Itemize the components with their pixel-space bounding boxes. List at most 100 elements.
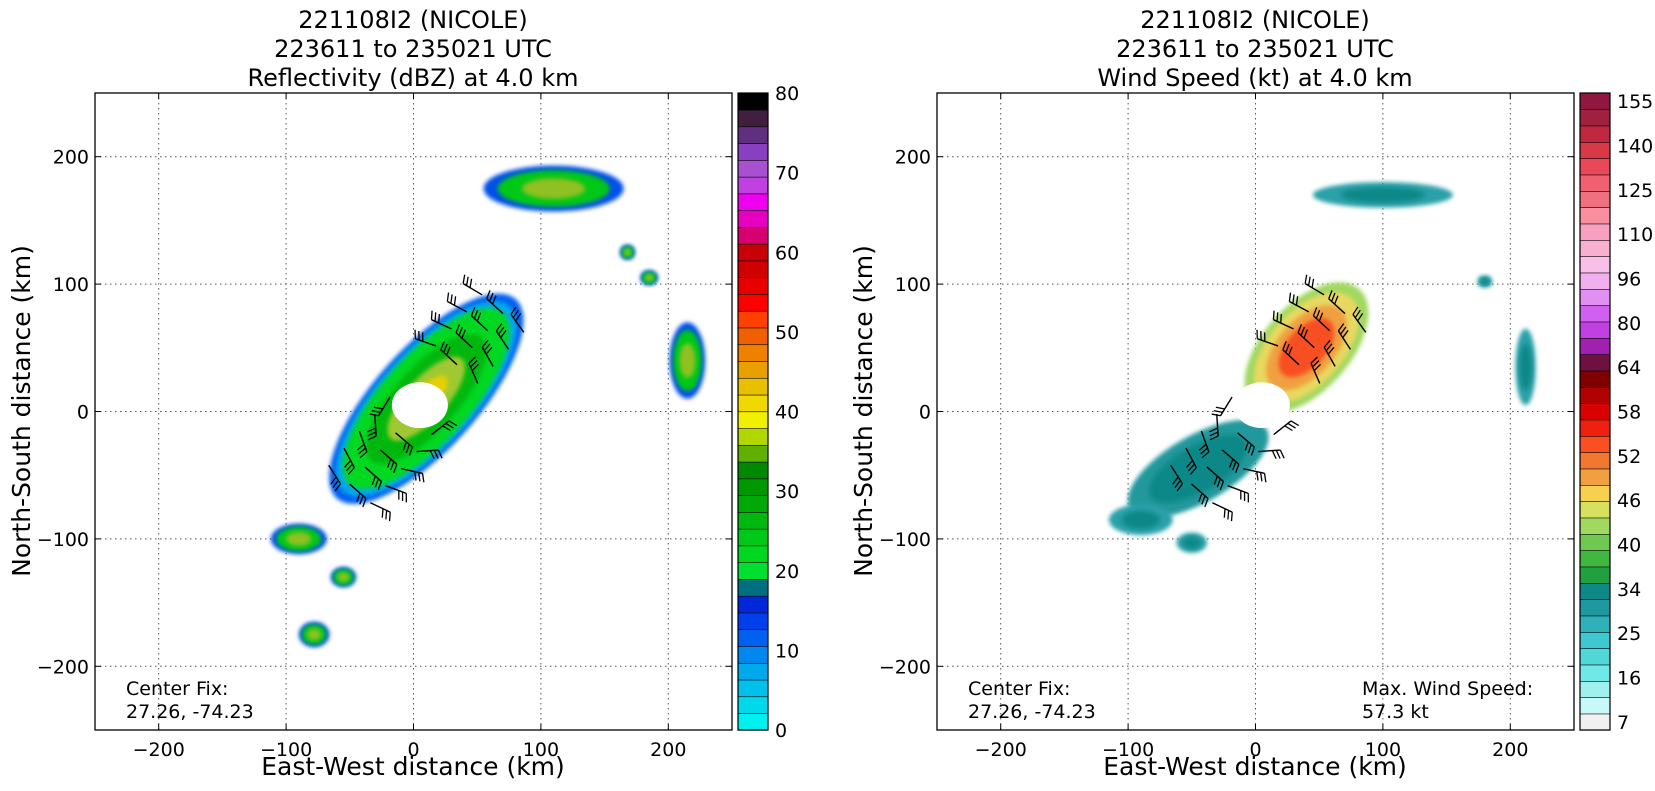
wind-colorbar-swatch — [1580, 322, 1610, 339]
reflectivity-colorbar-swatch — [738, 277, 768, 294]
wind-colorbar-swatch — [1580, 224, 1610, 241]
reflectivity-colorbar-swatch — [738, 361, 768, 378]
wind-colorbar-swatch — [1580, 191, 1610, 208]
reflectivity-colorbar-swatch — [738, 194, 768, 211]
reflectivity-x-tick-label: 200 — [650, 739, 686, 761]
wind-cell-layer — [1183, 537, 1201, 549]
reflectivity-y-tick-label: −100 — [37, 529, 89, 551]
wind-center-fix-value: 27.26, -74.23 — [968, 701, 1096, 723]
reflectivity-cell — [670, 322, 706, 398]
wind-y-axis-label: North-South distance (km) — [849, 245, 878, 577]
wind-colorbar-swatch — [1580, 305, 1610, 322]
reflectivity-cell — [299, 622, 330, 647]
reflectivity-colorbar-swatch — [738, 93, 768, 110]
reflectivity-colorbar-swatch — [738, 663, 768, 680]
wind-title-line-2: 223611 to 235021 UTC — [1116, 35, 1394, 63]
wind-y-tick-label: −100 — [879, 529, 931, 551]
reflectivity-colorbar-swatch — [738, 227, 768, 244]
wind-x-axis-label: East-West distance (km) — [1103, 752, 1407, 781]
reflectivity-cell — [484, 166, 624, 212]
wind-colorbar-swatch — [1580, 697, 1610, 714]
wind-colorbar-swatch — [1580, 550, 1610, 567]
wind-colorbar-tick-label: 16 — [1617, 668, 1641, 690]
reflectivity-colorbar-tick-label: 60 — [775, 242, 799, 264]
reflectivity-cell-layer — [286, 532, 311, 546]
reflectivity-center-fix-value: 27.26, -74.23 — [126, 701, 254, 723]
wind-cell — [1177, 533, 1208, 553]
wind-eye — [1234, 382, 1290, 428]
reflectivity-colorbar-swatch — [738, 629, 768, 646]
reflectivity-colorbar-tick-label: 20 — [775, 561, 799, 583]
reflectivity-colorbar-swatch — [738, 210, 768, 227]
reflectivity-cell-layer — [679, 343, 695, 377]
wind-x-tick-label: 200 — [1492, 739, 1528, 761]
reflectivity-colorbar-tick-label: 40 — [775, 402, 799, 424]
reflectivity-colorbar-swatch — [738, 412, 768, 429]
reflectivity-y-axis-label: North-South distance (km) — [7, 245, 36, 577]
reflectivity-colorbar-swatch — [738, 294, 768, 311]
reflectivity-colorbar-swatch — [738, 428, 768, 445]
wind-colorbar-tick-label: 58 — [1617, 402, 1641, 424]
reflectivity-colorbar-swatch — [738, 713, 768, 730]
wind-colorbar-tick-label: 34 — [1617, 579, 1641, 601]
reflectivity-cell-layer — [624, 249, 631, 256]
reflectivity-colorbar-swatch — [738, 127, 768, 144]
reflectivity-colorbar-swatch — [738, 495, 768, 512]
wind-colorbar-swatch — [1580, 256, 1610, 273]
wind-cell — [1515, 329, 1535, 405]
wind-colorbar-swatch — [1580, 665, 1610, 682]
wind-colorbar-tick-label: 140 — [1617, 136, 1653, 158]
wind-colorbar-swatch — [1580, 648, 1610, 665]
reflectivity-cell-layer — [307, 629, 321, 640]
wind-colorbar-tick-label: 7 — [1617, 712, 1629, 734]
wind-colorbar-swatch — [1580, 354, 1610, 371]
wind-y-tick-label: −200 — [879, 656, 931, 678]
wind-center-fix-label: Center Fix: — [968, 678, 1070, 700]
wind-cell — [1477, 275, 1492, 288]
reflectivity-colorbar-tick-label: 50 — [775, 322, 799, 344]
reflectivity-colorbar-swatch — [738, 462, 768, 479]
reflectivity-cell — [331, 567, 356, 587]
wind-colorbar-swatch — [1580, 485, 1610, 502]
reflectivity-colorbar-swatch — [738, 562, 768, 579]
reflectivity-colorbar-swatch — [738, 344, 768, 361]
wind-colorbar-tick-label: 96 — [1617, 269, 1641, 291]
wind-colorbar-swatch — [1580, 289, 1610, 306]
wind-speed-panel: 221108I2 (NICOLE) 223611 to 235021 UTC W… — [849, 6, 1653, 781]
wind-colorbar-swatch — [1580, 567, 1610, 584]
reflectivity-colorbar-swatch — [738, 596, 768, 613]
reflectivity-colorbar-swatch — [738, 311, 768, 328]
wind-colorbar-swatch — [1580, 142, 1610, 159]
wind-colorbar-tick-label: 40 — [1617, 535, 1641, 557]
reflectivity-cell-layer — [338, 573, 349, 582]
wind-colorbar-swatch — [1580, 681, 1610, 698]
wind-colorbar-swatch — [1580, 158, 1610, 175]
wind-colorbar-swatch — [1580, 207, 1610, 224]
wind-cell-layer — [1480, 278, 1489, 286]
wind-colorbar-tick-label: 64 — [1617, 357, 1641, 379]
wind-colorbar-tick-label: 110 — [1617, 224, 1653, 246]
wind-colorbar-swatch — [1580, 583, 1610, 600]
reflectivity-colorbar-swatch — [738, 479, 768, 496]
reflectivity-colorbar-swatch — [738, 244, 768, 261]
reflectivity-colorbar-swatch — [738, 696, 768, 713]
wind-colorbar-swatch — [1580, 714, 1610, 731]
wind-colorbar-swatch — [1580, 599, 1610, 616]
reflectivity-colorbar-swatch — [738, 261, 768, 278]
reflectivity-colorbar-swatch — [738, 646, 768, 663]
wind-cell — [1109, 505, 1173, 536]
reflectivity-cell — [620, 245, 635, 260]
wind-colorbar-tick-label: 80 — [1617, 313, 1641, 335]
wind-colorbar-swatch — [1580, 93, 1610, 110]
wind-title-line-1: 221108I2 (NICOLE) — [1140, 6, 1370, 34]
reflectivity-colorbar-swatch — [738, 328, 768, 345]
reflectivity-y-tick-label: −200 — [37, 656, 89, 678]
reflectivity-y-tick-label: 100 — [53, 274, 89, 296]
reflectivity-cell — [640, 270, 658, 285]
wind-colorbar-swatch — [1580, 371, 1610, 388]
max-wind-speed-label: Max. Wind Speed: — [1362, 678, 1533, 700]
wind-colorbar-swatch — [1580, 616, 1610, 633]
wind-y-tick-label: 0 — [919, 402, 931, 424]
